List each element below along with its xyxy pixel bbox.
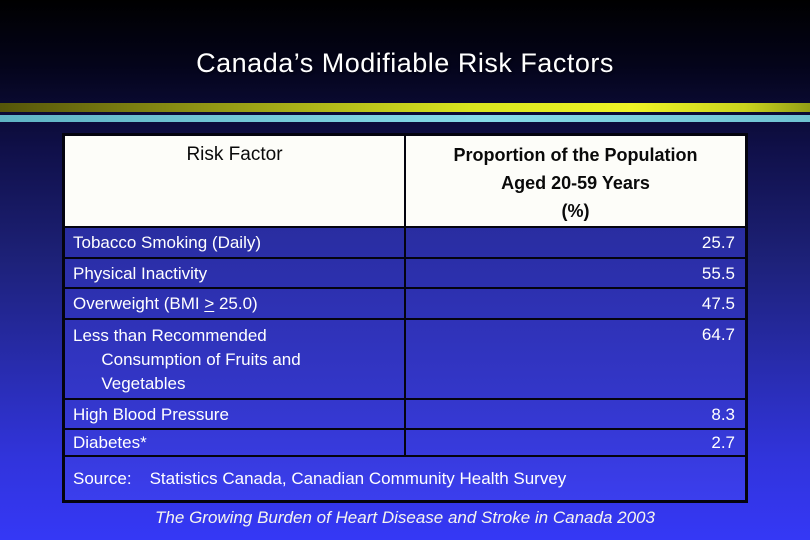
risk-factors-table: Risk Factor Proportion of the Population… bbox=[62, 133, 748, 503]
accent-bar-teal bbox=[0, 115, 810, 122]
source-text: Statistics Canada, Canadian Community He… bbox=[149, 468, 567, 488]
table-row: High Blood Pressure 8.3 bbox=[65, 398, 745, 428]
table-row: Diabetes* 2.7 bbox=[65, 428, 745, 455]
row-value: 2.7 bbox=[404, 430, 745, 455]
table-row: Physical Inactivity 55.5 bbox=[65, 257, 745, 287]
row-value: 47.5 bbox=[404, 289, 745, 318]
page-title: Canada’s Modifiable Risk Factors bbox=[196, 48, 614, 78]
source-row: Source: Statistics Canada, Canadian Comm… bbox=[65, 455, 745, 500]
table-header-row: Risk Factor Proportion of the Population… bbox=[65, 136, 745, 226]
row-label: Physical Inactivity bbox=[73, 264, 208, 283]
row-value: 55.5 bbox=[404, 259, 745, 287]
row-value: 8.3 bbox=[404, 400, 745, 428]
row-value: 64.7 bbox=[404, 320, 745, 398]
column-header-risk-factor: Risk Factor bbox=[186, 144, 283, 165]
row-value: 25.7 bbox=[404, 228, 745, 257]
row-label: Overweight (BMI > 25.0) bbox=[73, 294, 258, 313]
row-label: Diabetes* bbox=[73, 433, 147, 452]
accent-bar-yellow bbox=[0, 103, 810, 112]
row-label: Less than Recommended Consumption of Fru… bbox=[73, 326, 301, 393]
row-label: High Blood Pressure bbox=[73, 405, 229, 424]
table-body: Tobacco Smoking (Daily) 25.7 Physical In… bbox=[65, 226, 745, 500]
row-label: Tobacco Smoking (Daily) bbox=[73, 233, 262, 252]
table-row: Less than Recommended Consumption of Fru… bbox=[65, 318, 745, 398]
source-label: Source: bbox=[73, 468, 132, 488]
greater-equal-symbol: > bbox=[204, 294, 215, 313]
slide-footer: The Growing Burden of Heart Disease and … bbox=[155, 508, 655, 527]
table-row: Overweight (BMI > 25.0) 47.5 bbox=[65, 287, 745, 318]
table-row: Tobacco Smoking (Daily) 25.7 bbox=[65, 226, 745, 257]
column-header-proportion: Proportion of the Population Aged 20-59 … bbox=[404, 136, 745, 226]
